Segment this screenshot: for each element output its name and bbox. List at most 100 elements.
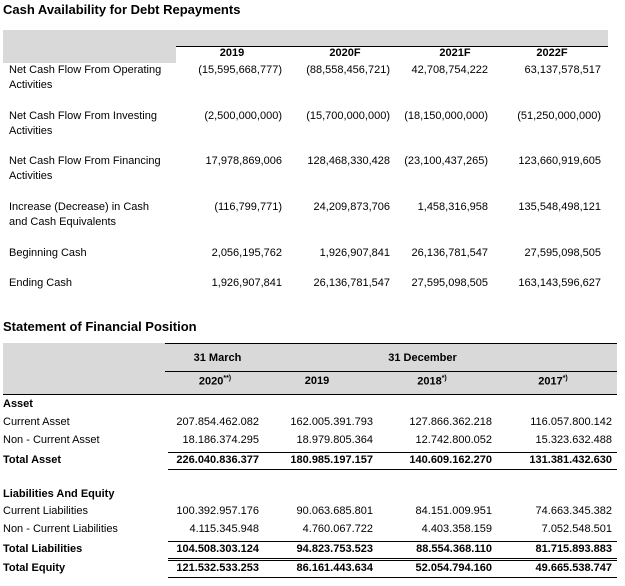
cell-value: 18.186.374.295 — [182, 434, 259, 446]
cell-value: 81.715.893.883 — [535, 543, 612, 555]
row-label: Increase (Decrease) in Cash and Cash Equ… — [9, 201, 150, 228]
row-label: Total Liabilities — [3, 543, 83, 555]
cell-value: 27,595,098,505 — [411, 277, 488, 289]
header-rule — [3, 394, 617, 395]
cell-value: 15.323.632.488 — [535, 434, 612, 446]
note: *) — [562, 375, 568, 382]
cell-value: 123,660,919,605 — [518, 155, 601, 167]
title: Cash Availability for Debt Repayments — [3, 2, 241, 17]
row-label: Net Cash Flow From Operating Activities — [9, 64, 162, 91]
cell-value: 26,136,781,547 — [411, 247, 488, 259]
cell-value: 17,978,869,006 — [205, 155, 282, 167]
cell-value: 74.663.345.382 — [535, 505, 612, 517]
cell-value: 135,548,498,121 — [518, 201, 601, 213]
row-label: Net Cash Flow From Financing Activities — [9, 155, 161, 182]
cell-value: 4.115.345.948 — [189, 523, 259, 535]
cell-value: 116.057.800.142 — [530, 416, 612, 428]
cell-value: 128,468,330,428 — [307, 155, 390, 167]
cell-value: 1,926,907,841 — [211, 277, 282, 289]
row-label: Current Asset — [3, 416, 70, 428]
cell-value: 88.554.368.110 — [416, 543, 492, 555]
row-label: Current Liabilities — [3, 505, 88, 517]
cell-value: 2,056,195,762 — [211, 247, 282, 259]
year: 2020 — [198, 375, 224, 388]
cell-value: 4.403.358.159 — [421, 523, 492, 535]
column-header: 2021F — [439, 47, 471, 59]
cell-value: 4.760.067.722 — [302, 523, 373, 535]
cell-value: 12.742.800.052 — [415, 434, 492, 446]
cell-value: 100.392.957.176 — [176, 505, 259, 517]
cell-value: 86.161.443.634 — [296, 562, 373, 574]
cell-value: 207.854.462.082 — [176, 416, 259, 428]
cell-value: (18,150,000,000) — [404, 110, 488, 122]
cell-value: 180.985.197.157 — [290, 454, 373, 466]
row-label: Ending Cash — [9, 277, 72, 289]
row-label: Beginning Cash — [9, 247, 87, 259]
cell-value: 1,458,316,958 — [417, 201, 488, 213]
cell-value: (51,250,000,000) — [517, 110, 601, 122]
cell-value: 26,136,781,547 — [313, 277, 390, 289]
total-rule — [168, 541, 617, 542]
cell-value: 163,143,596,627 — [518, 277, 601, 289]
cell-value: (15,700,000,000) — [306, 110, 390, 122]
cell-value: 140.609.162.270 — [409, 454, 492, 466]
cell-value: 90.063.685.801 — [296, 505, 373, 517]
note: **) — [223, 375, 232, 382]
column-header: 2019 — [219, 47, 245, 59]
total-rule — [168, 558, 617, 559]
cell-value: (88,558,456,721) — [306, 64, 390, 76]
note: *) — [441, 375, 447, 382]
column-header: 2022F — [536, 47, 568, 59]
row-label: Net Cash Flow From Investing Activities — [9, 110, 157, 137]
cell-value: (23,100,437,265) — [404, 155, 488, 167]
cell-value: 52.054.794.160 — [415, 562, 492, 574]
cell-value: 127.866.362.218 — [409, 416, 492, 428]
cell-value: 226.040.836.377 — [176, 454, 259, 466]
header-rule — [176, 46, 608, 47]
header-rule — [165, 343, 617, 344]
header-band — [3, 343, 617, 394]
header-rule — [165, 371, 617, 372]
cell-value: 63,137,578,517 — [524, 64, 601, 76]
total-rule — [168, 560, 617, 561]
column-header: 2017*) — [508, 375, 598, 388]
cell-value: 49.665.538.747 — [535, 562, 612, 574]
cell-value: 162.005.391.793 — [290, 416, 373, 428]
cell-value: 84.151.009.951 — [415, 505, 492, 517]
column-header: 2020F — [329, 47, 361, 59]
total-rule — [168, 452, 617, 453]
year: 2019 — [304, 375, 330, 387]
year: 2018 — [417, 375, 442, 388]
title: Statement of Financial Position — [3, 319, 197, 334]
total-rule — [168, 577, 617, 578]
header-band — [3, 30, 608, 47]
cell-value: 42,708,754,222 — [411, 64, 488, 76]
cell-value: (15,595,668,777) — [198, 64, 282, 76]
cell-value: (2,500,000,000) — [204, 110, 282, 122]
total-rule — [168, 469, 617, 470]
cell-value: (116,799,771) — [214, 201, 282, 213]
cell-value: 94.823.753.523 — [296, 543, 373, 555]
cell-value: 1,926,907,841 — [319, 247, 390, 259]
column-header: 2019 — [272, 375, 362, 387]
cell-value: 104.508.303.124 — [176, 543, 259, 555]
group-header: 31 December — [388, 352, 457, 364]
row-label: Total Asset — [3, 454, 62, 466]
section-heading: Asset — [3, 398, 33, 410]
year: 2017 — [538, 375, 563, 388]
cell-value: 27,595,098,505 — [524, 247, 601, 259]
row-label: Non - Current Liabilities — [3, 523, 118, 535]
cell-value: 131.381.432.630 — [529, 454, 612, 466]
section-heading: Liabilities And Equity — [3, 488, 115, 500]
cell-value: 24,209,873,706 — [313, 201, 390, 213]
cell-value: 18.979.805.364 — [296, 434, 373, 446]
column-header: 2018*) — [387, 375, 477, 388]
group-header: 31 March — [193, 352, 242, 364]
cell-value: 121.532.533.253 — [176, 562, 259, 574]
cell-value: 7.052.548.501 — [541, 523, 612, 535]
row-label: Non - Current Asset — [3, 434, 100, 446]
header-band — [3, 47, 176, 63]
column-header: 2020**) — [170, 375, 260, 388]
row-label: Total Equity — [3, 562, 66, 574]
